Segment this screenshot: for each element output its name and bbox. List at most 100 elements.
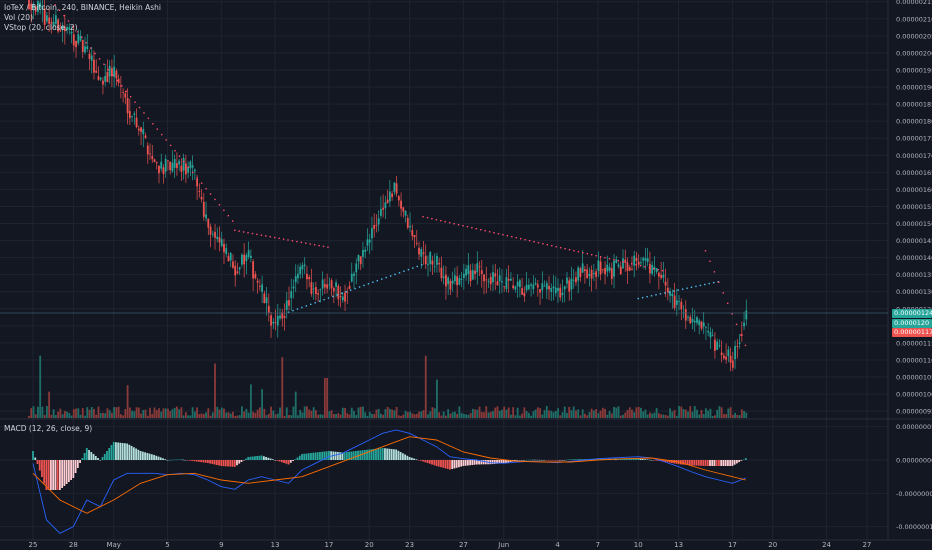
macd-hist-bar (453, 460, 456, 469)
volume-bar (337, 413, 340, 418)
y-tick-label: 0.00000200 (896, 49, 932, 57)
volume-bar (413, 414, 416, 418)
macd-legend[interactable]: MACD (12, 26, close, 9) (4, 424, 93, 433)
macd-tick-label: -0.00000005 (896, 490, 932, 498)
vstop-dot (85, 41, 87, 44)
macd-hist-bar (451, 460, 454, 469)
candle-body (384, 202, 387, 209)
vstop-dot (648, 267, 651, 269)
macd-hist-bar (155, 455, 158, 460)
candle-body (510, 278, 512, 281)
vstop-dot (657, 269, 659, 271)
volume-bar (474, 409, 476, 418)
candle-body (610, 268, 613, 279)
candle-body (543, 285, 546, 287)
macd-hist-bar (159, 457, 162, 460)
macd-hist-bar (38, 460, 41, 471)
candle-body (326, 284, 329, 289)
candle-body (207, 218, 210, 228)
macd-hist-bar (554, 460, 557, 461)
candle-body (619, 266, 622, 275)
candle-body (666, 287, 669, 293)
candle-body (214, 231, 216, 238)
volume-bar (133, 411, 136, 418)
vstop-dot (327, 297, 330, 299)
volume-bar (393, 410, 396, 418)
macd-hist-bar (153, 454, 155, 460)
vstop-dot (735, 323, 738, 326)
volume-bar (640, 407, 642, 418)
macd-hist-bar (718, 460, 720, 466)
macd-hist-bar (117, 442, 120, 460)
vstop-dot (76, 31, 79, 33)
macd-hist-bar (54, 460, 57, 490)
volume-bar (512, 407, 515, 418)
volume-bar (144, 409, 147, 418)
vstop-dot (327, 246, 329, 248)
vstop-dot (426, 216, 429, 219)
vstop-dot (568, 249, 571, 251)
vstop-dot (412, 267, 414, 269)
candle-body (438, 263, 441, 265)
volume-bar (180, 407, 183, 418)
candle-body (258, 286, 261, 287)
macd-hist-bar (72, 460, 75, 478)
candle-body (66, 27, 68, 30)
candle-body (115, 70, 118, 79)
volume-bar (507, 407, 510, 418)
candle-body (332, 288, 335, 292)
volume-bar (225, 412, 228, 418)
macd-hist-bar (720, 460, 723, 466)
vstop-dot (318, 300, 321, 302)
candle-body (445, 274, 447, 287)
macd-hist-bar (195, 460, 198, 462)
vstop-legend[interactable]: VStop (20, close, 2) (4, 23, 78, 32)
candle-body (198, 191, 201, 192)
candle-body (323, 284, 326, 288)
x-tick-label: 5 (165, 541, 169, 549)
vstop-dot (462, 224, 464, 227)
candle-body (119, 85, 122, 87)
volume-bar (404, 410, 407, 418)
candle-body (86, 46, 89, 49)
macd-hist-bar (482, 460, 485, 465)
candle-body (355, 263, 358, 273)
candle-body (281, 312, 284, 319)
y-tick-label: 0.00000155 (896, 203, 932, 211)
vol-legend[interactable]: Vol (20) (4, 13, 34, 22)
volume-bar (433, 408, 436, 418)
candle-body (79, 35, 82, 41)
candle-body (673, 295, 676, 309)
volume-bar (438, 412, 441, 418)
candle-body (167, 160, 169, 162)
volume-bar (653, 412, 656, 418)
vstop-dot (161, 133, 163, 136)
candle-body (153, 159, 156, 162)
vstop-dot (635, 264, 637, 266)
macd-hist-bar (292, 460, 294, 461)
candle-body (577, 267, 580, 281)
volume-bar (124, 409, 127, 418)
macd-hist-bar (47, 460, 50, 490)
macd-hist-bar (666, 460, 669, 463)
volume-bar (99, 413, 102, 418)
volume-bar (669, 408, 671, 418)
macd-hist-bar (594, 458, 597, 460)
vstop-dot (704, 283, 706, 286)
main-legend[interactable]: IoTeX / Bitcoin, 240, BINANCE, Heikin As… (4, 3, 161, 12)
volume-bar (220, 407, 223, 418)
macd-hist-bar (408, 457, 411, 460)
last-price-badge: 0.00000124 (892, 309, 932, 318)
vstop-dot (444, 220, 446, 223)
vstop-dot (677, 289, 679, 291)
candle-body (43, 8, 46, 25)
volume-bar (424, 355, 427, 418)
volume-bar (501, 409, 503, 418)
volume-bar (619, 415, 622, 418)
volume-bar (382, 414, 385, 418)
macd-hist-bar (498, 460, 501, 464)
candle-body (743, 322, 745, 327)
volume-bar (267, 413, 270, 418)
vstop-dot (713, 281, 715, 284)
